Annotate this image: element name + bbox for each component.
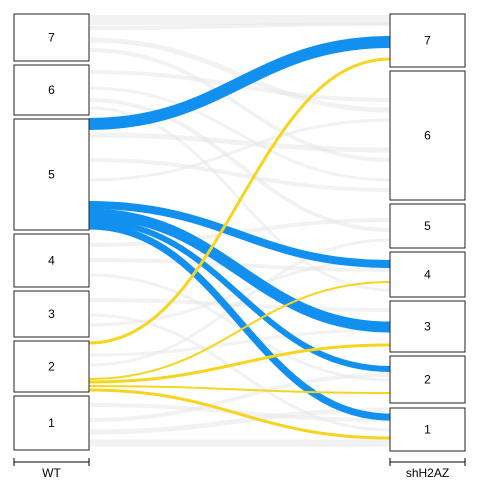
axis-right: shH2AZ bbox=[389, 458, 466, 480]
flow-2-to-1-yellow bbox=[88, 388, 391, 440]
stratum-label: 5 bbox=[48, 168, 55, 182]
stratum-right-2: 2 bbox=[389, 355, 466, 404]
stratum-left-6: 6 bbox=[13, 64, 90, 116]
axis-label: WT bbox=[42, 466, 61, 480]
stratum-left-7: 7 bbox=[13, 13, 90, 62]
stratum-label: 3 bbox=[48, 307, 55, 321]
axes: WT shH2AZ bbox=[13, 458, 466, 480]
background-flow-11 bbox=[88, 118, 391, 182]
background-flow-3 bbox=[88, 37, 391, 113]
background-flow-19 bbox=[88, 238, 391, 367]
stratum-label: 4 bbox=[48, 254, 55, 268]
stratum-right-4: 4 bbox=[389, 251, 466, 298]
flow-5-to-3-blue bbox=[88, 208, 391, 333]
highlighted-flows bbox=[88, 36, 391, 440]
strata-boxes: 1 2 3 4 5 6 7 1 2 3 4 5 6 7 bbox=[13, 13, 466, 452]
flow-2-to-3-yellow bbox=[88, 343, 391, 384]
background-flow-6 bbox=[88, 86, 391, 182]
stratum-right-5: 5 bbox=[389, 203, 466, 249]
background-flow-10 bbox=[88, 158, 391, 192]
flow-2-to-2-yellow bbox=[88, 385, 391, 394]
stratum-label: 3 bbox=[424, 320, 431, 334]
background-flow-18 bbox=[88, 328, 391, 357]
flow-5-to-7-blue bbox=[88, 36, 391, 130]
flow-5-to-1-blue bbox=[88, 222, 391, 421]
stratum-right-6: 6 bbox=[389, 70, 466, 201]
stratum-right-3: 3 bbox=[389, 300, 466, 353]
flow-5-to-2-blue bbox=[88, 218, 391, 372]
background-flow-15 bbox=[88, 298, 391, 312]
flow-2-to-7-yellow bbox=[88, 57, 391, 345]
stratum-label: 1 bbox=[424, 423, 431, 437]
stratum-left-1: 1 bbox=[13, 395, 90, 451]
stratum-label: 6 bbox=[424, 129, 431, 143]
stratum-left-4: 4 bbox=[13, 233, 90, 288]
stratum-label: 7 bbox=[424, 34, 431, 48]
stratum-label: 6 bbox=[48, 83, 55, 97]
background-flow-14 bbox=[88, 273, 391, 382]
stratum-right-7: 7 bbox=[389, 13, 466, 68]
flow-2-to-4-yellow bbox=[88, 281, 391, 380]
stratum-label: 2 bbox=[424, 373, 431, 387]
stratum-label: 1 bbox=[48, 416, 55, 430]
stratum-left-2: 2 bbox=[13, 340, 90, 393]
stratum-label: 4 bbox=[424, 268, 431, 282]
flow-5-to-4-blue bbox=[88, 201, 391, 268]
background-flow-9 bbox=[88, 132, 391, 153]
stratum-label: 2 bbox=[48, 360, 55, 374]
axis-left: WT bbox=[13, 458, 90, 480]
background-flow-4 bbox=[88, 48, 391, 162]
background-flow-21 bbox=[88, 373, 391, 422]
stratum-left-5: 5 bbox=[13, 118, 90, 231]
axis-label: shH2AZ bbox=[406, 466, 449, 480]
stratum-label: 7 bbox=[48, 31, 55, 45]
stratum-label: 5 bbox=[424, 219, 431, 233]
stratum-left-3: 3 bbox=[13, 290, 90, 338]
background-flow-7 bbox=[88, 98, 391, 232]
background-flow-2 bbox=[88, 22, 391, 30]
stratum-right-1: 1 bbox=[389, 407, 466, 452]
